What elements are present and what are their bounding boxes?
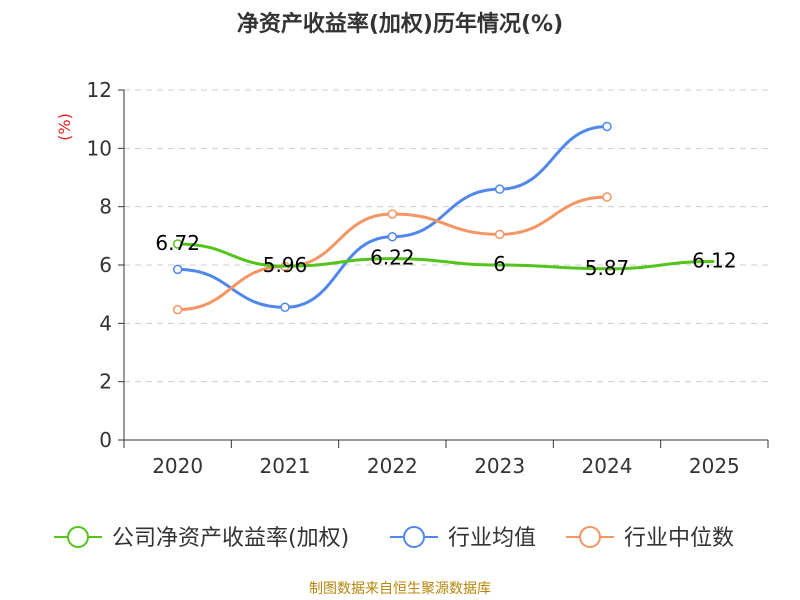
legend[interactable]: 公司净资产收益率(加权) 行业均值 行业中位数 [54,526,734,551]
y-tick-label: 10 [87,136,112,160]
data-point-industry_avg-2023 [494,184,505,194]
data-point-industry_avg-2022 [387,231,398,242]
data-point-industry_median-2024 [602,192,612,202]
y-tick-label: 4 [99,311,112,335]
x-tick-label-2021: 2021 [260,454,311,478]
data-label-2023: 6 [493,252,506,276]
legend-label-industry_avg: 行业均值 [448,526,536,551]
y-tick-label: 6 [99,253,112,277]
y-tick-label: 2 [99,370,112,394]
data-label-2020: 6.72 [155,231,200,255]
data-source-note: 制图数据来自恒生聚源数据库 [309,581,491,597]
x-tick-label-2022: 2022 [367,454,418,478]
series-company [172,239,715,271]
legend-item-industry_avg[interactable]: 行业均值 [390,526,536,551]
data-label-2021: 5.96 [263,253,308,277]
x-tick-label-2024: 2024 [582,454,633,478]
data-label-2024: 5.87 [585,256,630,280]
legend-marker-industry_median [579,526,601,548]
grid-lines [124,89,768,383]
data-point-industry_median-2023 [494,229,505,240]
data-point-industry_avg-2021 [280,302,290,313]
axes: 0 2 4 6 8 10 12 (%) 2020 2021 2022 2023 2024 2025 [55,78,769,478]
legend-marker-company [67,526,89,548]
y-tick-label: 12 [87,78,112,102]
legend-label-industry_median: 行业中位数 [624,526,734,551]
legend-item-company[interactable]: 公司净资产收益率(加权) [54,526,349,551]
legend-item-industry_median[interactable]: 行业中位数 [566,526,734,551]
data-point-industry_avg-2020 [172,264,183,275]
y-tick-label: 0 [99,428,112,452]
data-label-2022: 6.22 [370,246,415,270]
legend-marker-industry_avg [403,526,425,548]
data-point-industry_median-2022 [387,209,398,219]
y-tick-label: 8 [99,195,112,219]
legend-label-company: 公司净资产收益率(加权) [112,526,349,551]
data-point-company-2020 [172,239,183,249]
data-label-2025: 6.12 [692,249,737,273]
x-tick-label-2023: 2023 [474,454,525,478]
series-lines [172,121,715,315]
y-axis-unit-label: (%) [55,113,74,141]
chart-title: 净资产收益率(加权)历年情况(%) [236,12,564,37]
x-tick-label-2025: 2025 [689,454,740,478]
x-tick-label-2020: 2020 [152,454,203,478]
series-line-company [177,242,715,271]
data-point-industry_median-2020 [172,304,183,315]
data-labels: 6.72 5.96 6.22 6 5.87 6.12 [155,231,736,280]
series-industry_avg [172,121,612,313]
data-point-industry_avg-2024 [602,121,612,132]
